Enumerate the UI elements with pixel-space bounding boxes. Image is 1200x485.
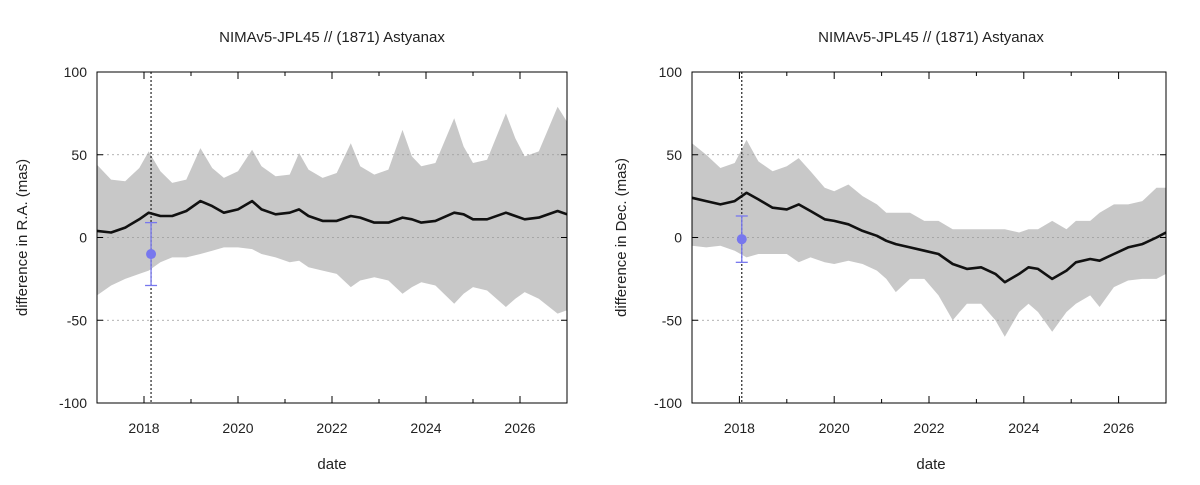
chart-title: NIMAv5-JPL45 // (1871) Astyanax — [818, 29, 1044, 46]
y-tick-label: -50 — [662, 312, 682, 328]
y-tick-label: -100 — [59, 395, 87, 411]
x-tick-label: 2018 — [128, 420, 159, 436]
x-tick-label: 2018 — [724, 420, 755, 436]
y-axis-label: difference in Dec. (mas) — [613, 158, 630, 317]
x-tick-label: 2024 — [1008, 420, 1039, 436]
plot-layer — [691, 72, 1167, 403]
x-axis-label: date — [916, 456, 945, 473]
tick-layer: -100 -50 0 50 100 2018 2020 2022 2024 2026 — [59, 64, 568, 436]
y-tick-label: 50 — [71, 147, 87, 163]
dec-chart-panel: NIMAv5-JPL45 // (1871) Astyanax -100 -50 0… — [600, 0, 1200, 480]
x-tick-label: 2026 — [504, 420, 535, 436]
x-tick-label: 2026 — [1103, 420, 1134, 436]
chart-title: NIMAv5-JPL45 // (1871) Astyanax — [219, 29, 445, 46]
difference-line — [96, 199, 568, 234]
y-tick-label: -50 — [67, 312, 87, 328]
y-axis-label: difference in R.A. (mas) — [14, 159, 31, 316]
y-tick-label: 0 — [79, 230, 87, 246]
difference-line — [691, 191, 1167, 284]
x-tick-label: 2020 — [222, 420, 253, 436]
x-axis-label: date — [317, 456, 346, 473]
observation-point — [736, 234, 747, 245]
dec-chart: NIMAv5-JPL45 // (1871) Astyanax -100 -50 0… — [613, 29, 1167, 473]
uncertainty-band — [97, 106, 567, 314]
y-tick-label: 100 — [64, 64, 88, 80]
y-tick-label: 100 — [659, 64, 683, 80]
x-tick-label: 2024 — [410, 420, 441, 436]
plot-layer — [96, 72, 568, 403]
ra-chart-panel: NIMAv5-JPL45 // (1871) Astyanax -100 -50 0… — [0, 0, 600, 480]
y-tick-label: 50 — [666, 147, 682, 163]
observation-point — [146, 249, 157, 260]
uncertainty-band — [692, 139, 1166, 337]
tick-layer: -100 -50 0 50 100 2018 2020 2022 2024 2026 — [654, 64, 1167, 436]
x-tick-label: 2022 — [316, 420, 347, 436]
x-tick-label: 2020 — [819, 420, 850, 436]
y-tick-label: -100 — [654, 395, 682, 411]
ra-chart: NIMAv5-JPL45 // (1871) Astyanax -100 -50 0… — [14, 29, 568, 473]
x-tick-label: 2022 — [913, 420, 944, 436]
y-tick-label: 0 — [674, 230, 682, 246]
